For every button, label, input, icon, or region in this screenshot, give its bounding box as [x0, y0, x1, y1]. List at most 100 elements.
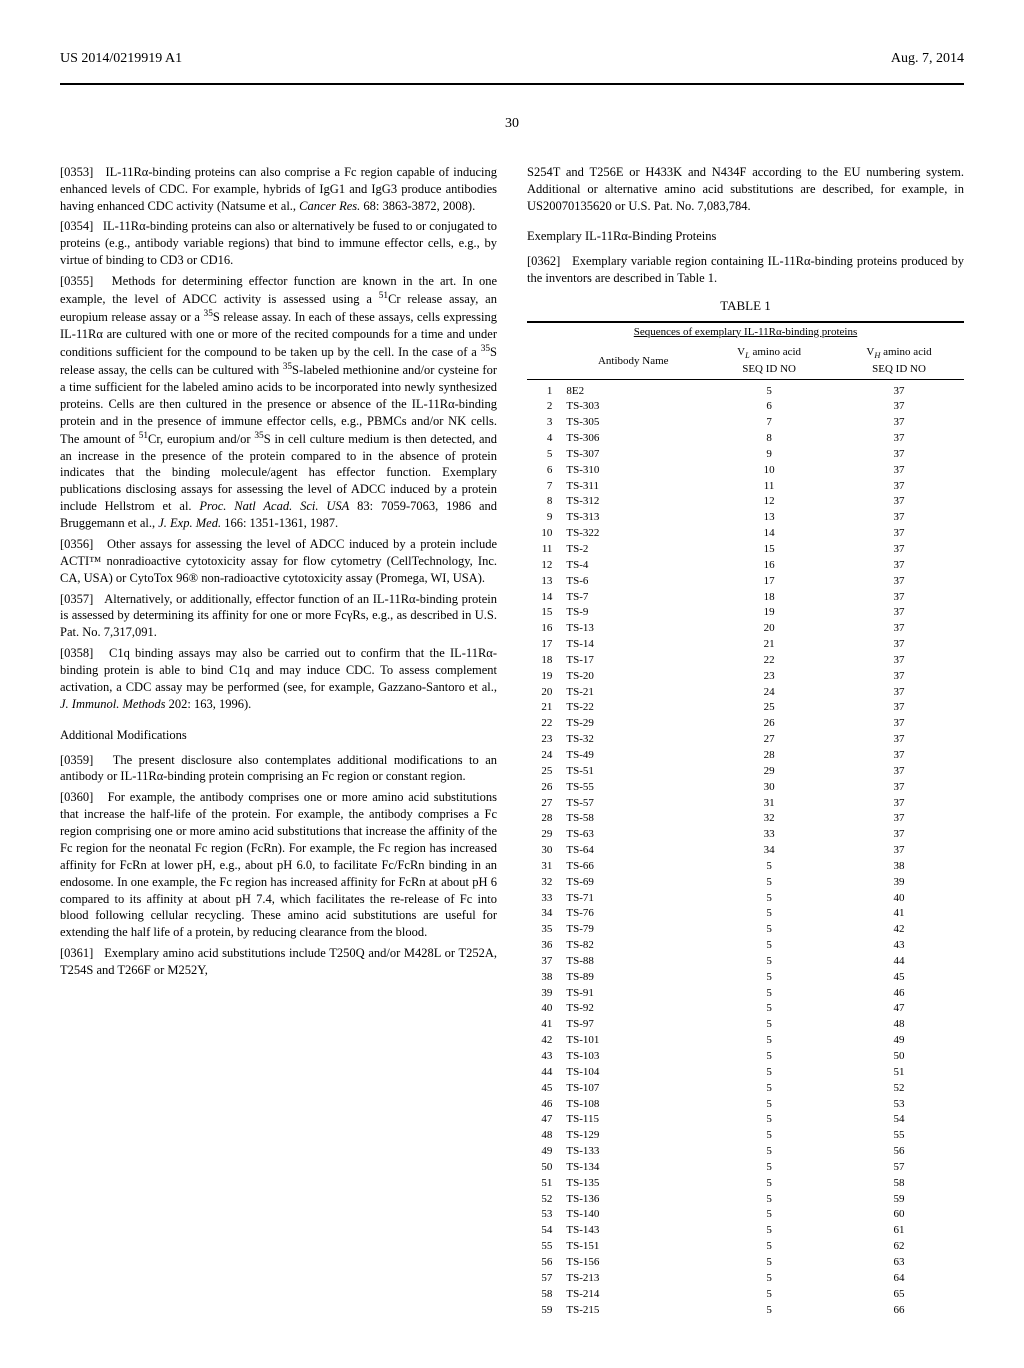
- antibody-name: TS-104: [562, 1064, 704, 1080]
- table-row: 30 TS-64 34 37: [527, 843, 964, 859]
- row-index: 38: [527, 969, 562, 985]
- vl-seq-id: 14: [704, 526, 834, 542]
- subheading-exemplary: Exemplary IL-11Rα-Binding Proteins: [527, 228, 964, 245]
- row-index: 15: [527, 605, 562, 621]
- antibody-name: TS-4: [562, 557, 704, 573]
- para-0359: [0359] The present disclosure also conte…: [60, 752, 497, 786]
- para-number: [0357]: [60, 592, 104, 606]
- vl-seq-id: 5: [704, 1064, 834, 1080]
- table-row: 2 TS-303 6 37: [527, 399, 964, 415]
- vl-seq-id: 5: [704, 1033, 834, 1049]
- vh-seq-id: 37: [834, 383, 964, 399]
- antibody-name: TS-64: [562, 843, 704, 859]
- table-row: 45 TS-107 5 52: [527, 1080, 964, 1096]
- vh-seq-id: 37: [834, 399, 964, 415]
- table-row: 25 TS-51 29 37: [527, 763, 964, 779]
- table-row: 56 TS-156 5 63: [527, 1254, 964, 1270]
- table-row: 48 TS-129 5 55: [527, 1128, 964, 1144]
- row-index: 43: [527, 1049, 562, 1065]
- antibody-name: TS-88: [562, 953, 704, 969]
- vl-seq-id: 29: [704, 763, 834, 779]
- row-index: 36: [527, 938, 562, 954]
- vl-seq-id: 10: [704, 462, 834, 478]
- table-row: 40 TS-92 5 47: [527, 1001, 964, 1017]
- row-index: 46: [527, 1096, 562, 1112]
- table-row: 14 TS-7 18 37: [527, 589, 964, 605]
- table-row: 33 TS-71 5 40: [527, 890, 964, 906]
- vl-seq-id: 5: [704, 1270, 834, 1286]
- table-row: 50 TS-134 5 57: [527, 1159, 964, 1175]
- vh-seq-id: 38: [834, 858, 964, 874]
- row-index: 23: [527, 732, 562, 748]
- table-row: 17 TS-14 21 37: [527, 637, 964, 653]
- table-row: 57 TS-213 5 64: [527, 1270, 964, 1286]
- vl-seq-id: 5: [704, 1017, 834, 1033]
- row-index: 29: [527, 827, 562, 843]
- vl-seq-id: 5: [704, 1191, 834, 1207]
- vh-seq-id: 37: [834, 700, 964, 716]
- vh-seq-id: 45: [834, 969, 964, 985]
- table-row: 18 TS-17 22 37: [527, 652, 964, 668]
- col-vl-seq: VL amino acidSEQ ID NO: [704, 343, 834, 379]
- table-row: 38 TS-89 5 45: [527, 969, 964, 985]
- vl-seq-id: 5: [704, 1112, 834, 1128]
- page-number: 30: [60, 115, 964, 134]
- vl-seq-id: 15: [704, 542, 834, 558]
- vl-seq-id: 5: [704, 922, 834, 938]
- antibody-name: TS-133: [562, 1144, 704, 1160]
- vh-seq-id: 50: [834, 1049, 964, 1065]
- vl-seq-id: 5: [704, 1207, 834, 1223]
- content-columns: [0353] IL-11Rα-binding proteins can also…: [60, 164, 964, 1318]
- vh-seq-id: 37: [834, 637, 964, 653]
- vl-seq-id: 23: [704, 668, 834, 684]
- row-index: 13: [527, 573, 562, 589]
- antibody-name: TS-92: [562, 1001, 704, 1017]
- row-index: 54: [527, 1223, 562, 1239]
- header-rule: [60, 83, 964, 85]
- row-index: 11: [527, 542, 562, 558]
- antibody-name: TS-307: [562, 446, 704, 462]
- antibody-name: TS-20: [562, 668, 704, 684]
- row-index: 51: [527, 1175, 562, 1191]
- table-row: 7 TS-311 11 37: [527, 478, 964, 494]
- row-index: 20: [527, 684, 562, 700]
- antibody-name: TS-107: [562, 1080, 704, 1096]
- para-0356: [0356] Other assays for assessing the le…: [60, 536, 497, 587]
- antibody-name: TS-213: [562, 1270, 704, 1286]
- vh-seq-id: 48: [834, 1017, 964, 1033]
- vl-seq-id: 5: [704, 1302, 834, 1318]
- antibody-name: TS-79: [562, 922, 704, 938]
- row-index: 50: [527, 1159, 562, 1175]
- antibody-name: TS-55: [562, 779, 704, 795]
- table-row: 15 TS-9 19 37: [527, 605, 964, 621]
- vl-seq-id: 5: [704, 858, 834, 874]
- vl-seq-id: 6: [704, 399, 834, 415]
- para-number: [0359]: [60, 753, 113, 767]
- vl-seq-id: 5: [704, 1239, 834, 1255]
- row-index: 30: [527, 843, 562, 859]
- antibody-name: TS-32: [562, 732, 704, 748]
- table-row: 1 8E2 5 37: [527, 383, 964, 399]
- antibody-name: TS-156: [562, 1254, 704, 1270]
- antibody-name: TS-134: [562, 1159, 704, 1175]
- vl-seq-id: 17: [704, 573, 834, 589]
- vl-seq-id: 5: [704, 874, 834, 890]
- table-row: 19 TS-20 23 37: [527, 668, 964, 684]
- vh-seq-id: 62: [834, 1239, 964, 1255]
- antibody-name: TS-151: [562, 1239, 704, 1255]
- vl-seq-id: 13: [704, 510, 834, 526]
- antibody-name: TS-66: [562, 858, 704, 874]
- antibody-name: TS-135: [562, 1175, 704, 1191]
- vh-seq-id: 37: [834, 763, 964, 779]
- table-row: 37 TS-88 5 44: [527, 953, 964, 969]
- vh-seq-id: 37: [834, 557, 964, 573]
- vh-seq-id: 43: [834, 938, 964, 954]
- vh-seq-id: 37: [834, 621, 964, 637]
- table-row: 28 TS-58 32 37: [527, 811, 964, 827]
- vl-seq-id: 22: [704, 652, 834, 668]
- vh-seq-id: 37: [834, 542, 964, 558]
- row-index: 58: [527, 1286, 562, 1302]
- table-row: 26 TS-55 30 37: [527, 779, 964, 795]
- table-row: 21 TS-22 25 37: [527, 700, 964, 716]
- left-column: [0353] IL-11Rα-binding proteins can also…: [60, 164, 497, 1318]
